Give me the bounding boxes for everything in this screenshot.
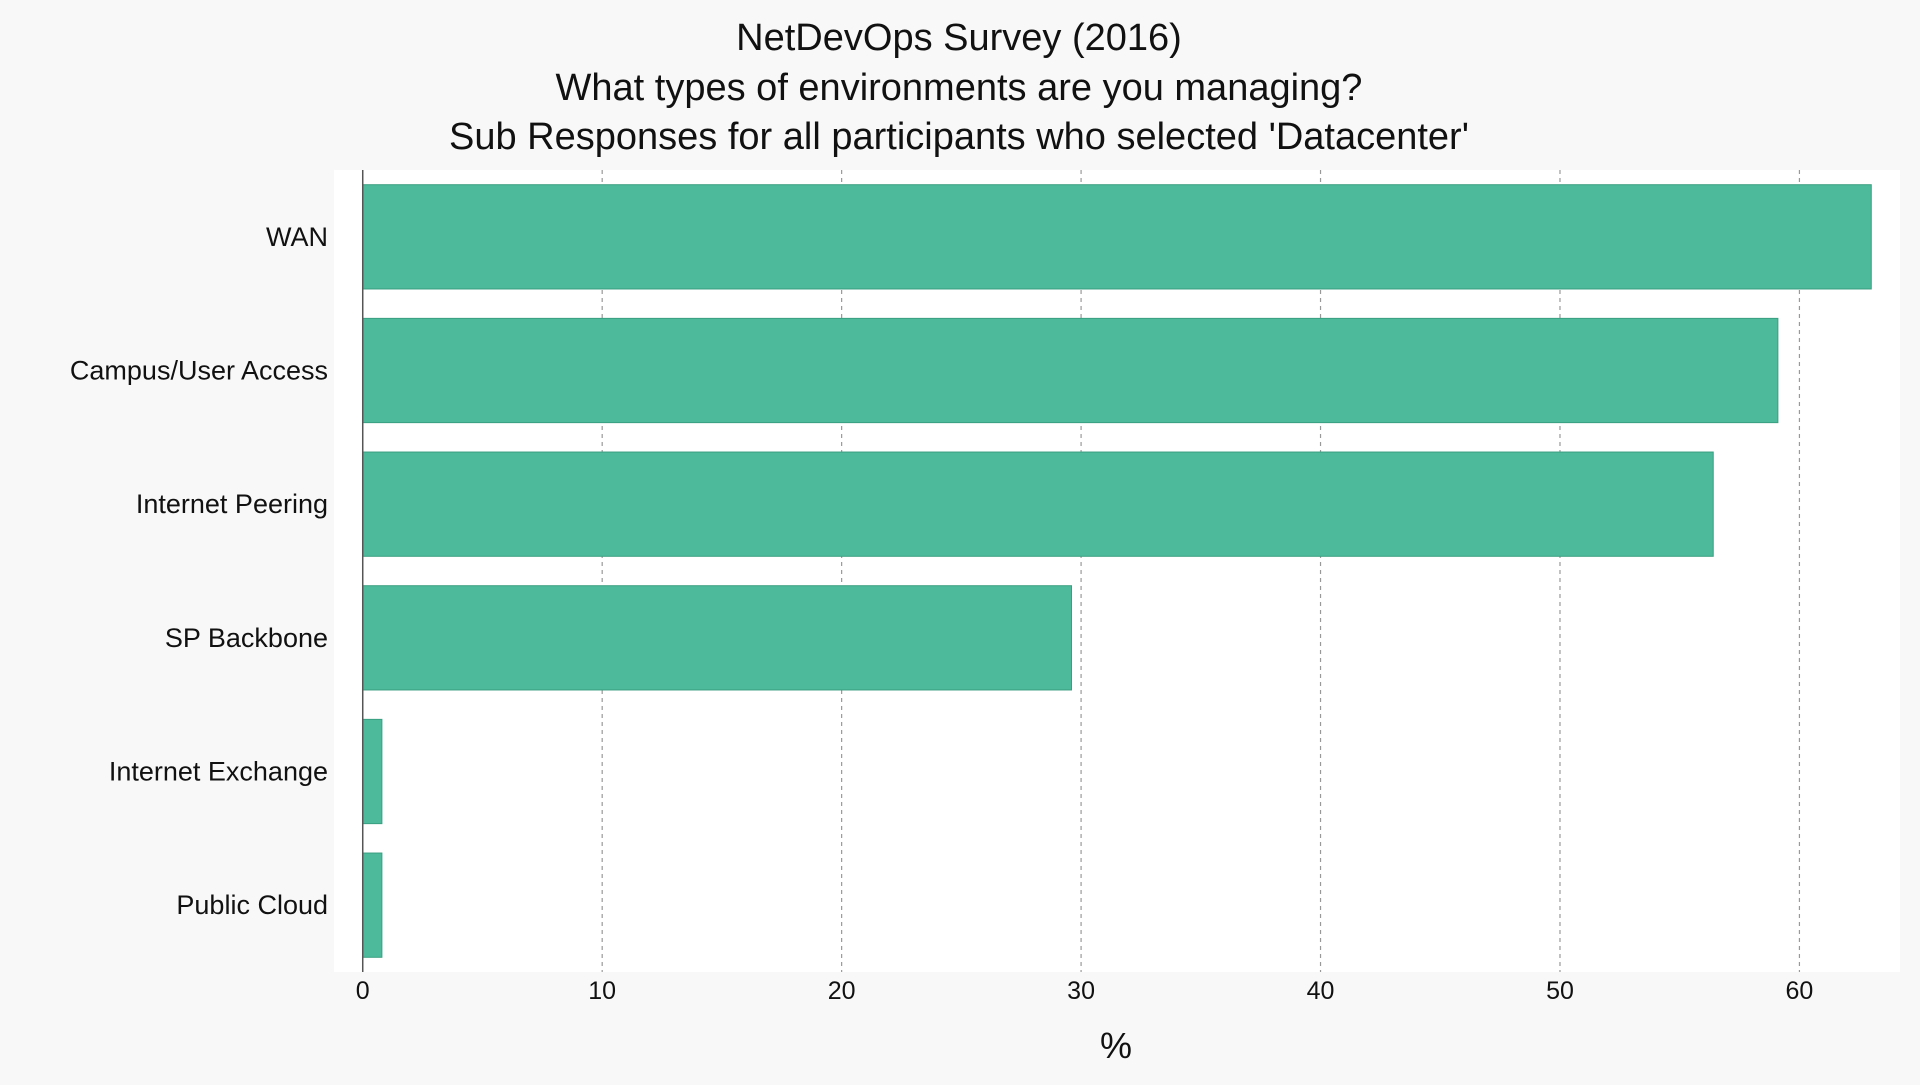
plot-area: [334, 170, 1900, 972]
bar-sp-backbone: [362, 585, 1073, 691]
x-tick-label: 40: [1307, 977, 1335, 1005]
y-tick-label: WAN: [266, 222, 328, 252]
bar-internet-exchange: [362, 718, 383, 825]
bar-internet-peering: [362, 451, 1714, 557]
bar-public-cloud: [362, 852, 383, 958]
x-tick-label: 0: [356, 977, 370, 1005]
y-tick-label: Campus/User Access: [70, 356, 328, 386]
x-tick-label: 10: [588, 977, 616, 1005]
x-tick-label: 50: [1546, 977, 1574, 1005]
y-tick-label: Internet Exchange: [109, 757, 328, 787]
y-tick-label: SP Backbone: [165, 623, 328, 653]
chart-subtitle-line-2: Sub Responses for all participants who s…: [449, 116, 1469, 158]
x-tick-label: 30: [1067, 977, 1095, 1005]
x-axis-label: %: [1100, 1025, 1132, 1066]
y-tick-labels: WAN Campus/User Access Internet Peering SP …: [70, 222, 328, 920]
bar-campus-user-access: [362, 317, 1779, 424]
y-tick-label: Public Cloud: [176, 890, 328, 920]
chart-subtitle-line-1: What types of environments are you manag…: [556, 67, 1363, 109]
x-tick-label: 20: [828, 977, 856, 1005]
x-tick-label: 60: [1786, 977, 1814, 1005]
gridlines: [601, 170, 1801, 972]
bar-wan: [362, 184, 1872, 290]
chart-title: NetDevOps Survey (2016): [736, 17, 1182, 59]
x-tick-labels: 0 10 20 30 40 50 60: [356, 977, 1814, 1005]
y-tick-label: Internet Peering: [136, 489, 328, 519]
